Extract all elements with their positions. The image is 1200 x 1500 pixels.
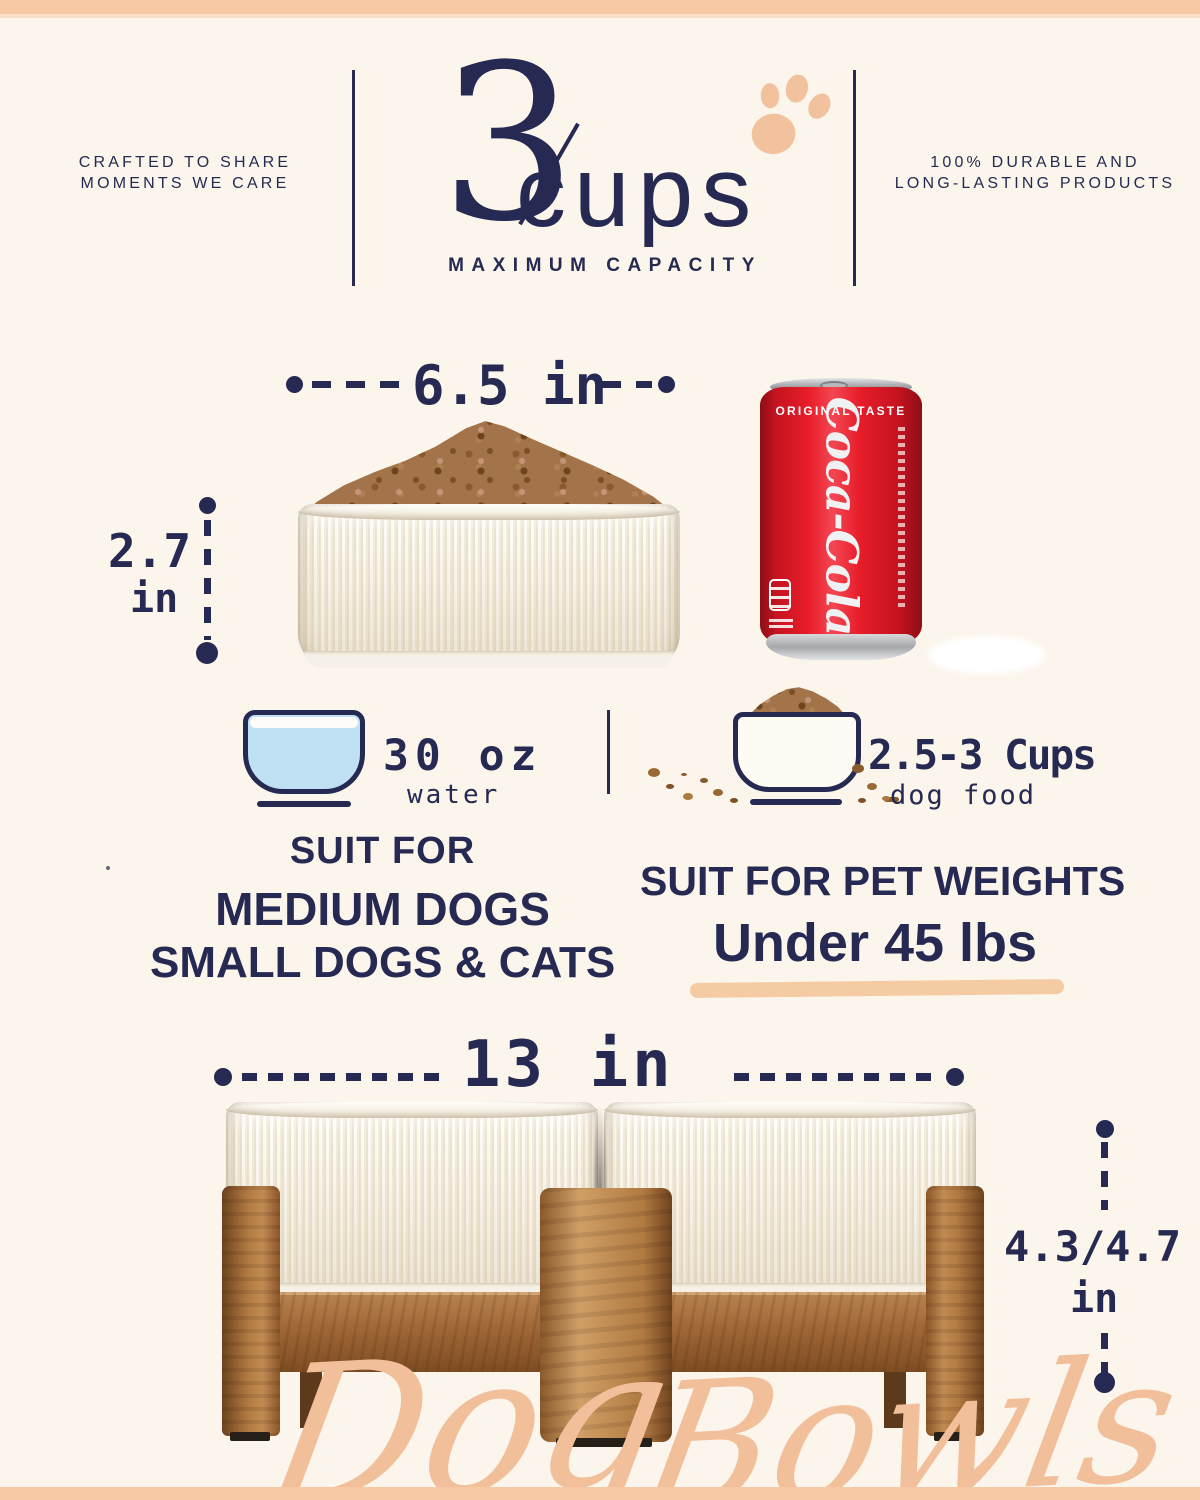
tagline-right-line1: 100% DURABLE AND: [930, 154, 1140, 171]
kibble-scatter-right: [852, 764, 864, 773]
water-amount: 30 oz: [383, 731, 543, 781]
water-surface: [250, 717, 358, 728]
cola-bottom-rim: [766, 634, 916, 660]
capacity-unit: cups: [516, 136, 760, 248]
capacity-number: 3: [440, 18, 577, 269]
dimension-dashes: [1101, 1142, 1108, 1210]
dimension-dashes: [1101, 1333, 1108, 1375]
single-bowl-width-label: 6.5 in: [412, 354, 608, 417]
dimension-dot: [1096, 1120, 1114, 1138]
stand-foot-center: [556, 1438, 652, 1447]
dimension-dashes: [242, 1073, 448, 1081]
header-divider-left: [352, 70, 355, 286]
water-bowl-base: [257, 801, 351, 807]
bottom-accent-bar: [0, 1487, 1200, 1500]
double-bowl-width-label: 13 in: [462, 1028, 675, 1102]
kibble-mound: [298, 421, 680, 518]
dimension-dot: [1094, 1372, 1115, 1393]
ceramic-bowl-photo: [298, 504, 680, 668]
suit-left-line1: SUIT FOR: [289, 830, 476, 872]
watermark-word-dog: Dog: [253, 1305, 686, 1500]
watermark-word-bowls: Bowls: [629, 1319, 1192, 1500]
dimension-dashes: [734, 1073, 940, 1081]
speck-dot: [106, 866, 110, 870]
header-divider-right: [853, 70, 856, 286]
top-accent-bar: [0, 0, 1200, 14]
dimension-dot: [286, 376, 303, 393]
cola-nutrition-strip: [898, 427, 905, 607]
stand-back-foot-left: [300, 1368, 322, 1428]
cola-can: ORIGINAL TASTE Coca-Cola: [760, 378, 922, 664]
water-label: water: [407, 780, 501, 810]
dimension-dot: [196, 642, 218, 664]
suit-left-line3: SMALL DOGS & CATS: [150, 938, 616, 987]
capacity-divider: [607, 710, 610, 794]
food-label: dog food: [890, 780, 1037, 811]
cola-logo: Coca-Cola: [815, 396, 867, 636]
stand-leg-left: [222, 1186, 280, 1436]
double-bowl-height-unit: in: [1070, 1276, 1119, 1322]
water-bowl-icon: [243, 710, 365, 794]
paw-icon: [751, 74, 831, 155]
dimension-dot: [214, 1068, 232, 1086]
dimension-dot: [658, 376, 675, 393]
stand-leg-center: [540, 1188, 672, 1442]
cola-oz-text-lines: [769, 619, 793, 628]
stand-foot-left: [230, 1432, 270, 1441]
food-bowl-base: [750, 799, 842, 805]
dimension-dot: [199, 497, 216, 514]
food-amount: 2.5-3 Cups: [868, 731, 1097, 779]
suit-right-line1: SUIT FOR PET WEIGHTS: [640, 858, 1126, 904]
tagline-left-line2: MOMENTS WE CARE: [80, 175, 290, 192]
suit-left-line2: MEDIUM DOGS: [215, 883, 550, 935]
suit-right-line2: Under 45 lbs: [712, 913, 1038, 973]
single-bowl-height-unit: in: [130, 576, 179, 622]
kibble-piece: [884, 797, 899, 802]
tagline-right: 100% DURABLE AND LONG-LASTING PRODUCTS: [870, 152, 1200, 194]
highlight-blob: [928, 636, 1046, 674]
capacity-caption: MAXIMUM CAPACITY: [448, 255, 762, 276]
tagline-left: CRAFTED TO SHARE MOMENTS WE CARE: [55, 152, 315, 194]
tagline-left-line1: CRAFTED TO SHARE: [78, 154, 292, 171]
food-bowl-icon: [733, 712, 861, 792]
stand-back-foot-right: [884, 1368, 906, 1428]
dimension-dashes: [204, 520, 211, 640]
dimension-dashes: [602, 381, 652, 388]
dimension-dashes: [312, 381, 404, 388]
tagline-right-line2: LONG-LASTING PRODUCTS: [894, 175, 1176, 192]
dimension-dot: [946, 1068, 964, 1086]
stand-foot-right: [934, 1432, 974, 1441]
cola-body: ORIGINAL TASTE Coca-Cola: [760, 387, 922, 645]
top-accent-bar-light: [0, 14, 1200, 18]
cola-top-text: ORIGINAL TASTE: [775, 404, 907, 418]
peach-underline: [689, 979, 1065, 998]
kibble-scatter-left: [648, 768, 660, 777]
single-bowl-height-value: 2.7: [108, 524, 192, 578]
double-bowl-height-value: 4.3/4.7: [1004, 1222, 1182, 1271]
cola-calorie-badge: [769, 579, 791, 611]
